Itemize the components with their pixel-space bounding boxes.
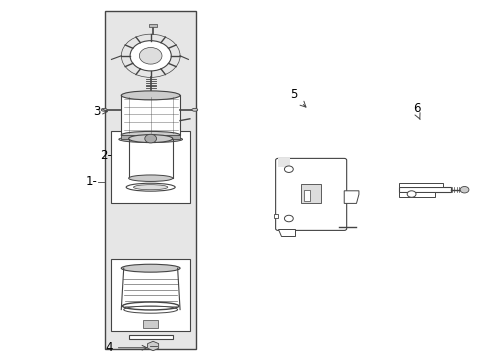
Polygon shape — [274, 214, 278, 218]
Ellipse shape — [128, 135, 172, 143]
Circle shape — [139, 48, 162, 64]
Circle shape — [407, 191, 416, 197]
Ellipse shape — [192, 108, 197, 111]
Bar — [304, 190, 310, 201]
Bar — [399, 183, 443, 187]
Ellipse shape — [121, 131, 180, 139]
Circle shape — [460, 186, 469, 193]
Bar — [143, 320, 158, 328]
Bar — [149, 24, 157, 27]
Ellipse shape — [121, 264, 180, 272]
Circle shape — [130, 41, 171, 71]
Circle shape — [284, 215, 293, 222]
Ellipse shape — [119, 136, 182, 143]
FancyBboxPatch shape — [275, 158, 347, 230]
Text: 4: 4 — [105, 341, 147, 354]
Text: 6: 6 — [413, 102, 420, 115]
Bar — [122, 135, 180, 139]
Text: 1-: 1- — [86, 175, 98, 188]
Polygon shape — [278, 229, 295, 236]
Bar — [111, 259, 190, 331]
Bar — [111, 131, 190, 203]
Text: 3: 3 — [93, 105, 107, 118]
Ellipse shape — [126, 183, 175, 191]
Ellipse shape — [121, 91, 180, 100]
Ellipse shape — [128, 175, 172, 181]
Bar — [399, 187, 451, 192]
Text: 2-: 2- — [100, 149, 112, 162]
Bar — [105, 11, 196, 349]
Polygon shape — [344, 191, 359, 203]
Bar — [301, 184, 321, 203]
Ellipse shape — [123, 306, 177, 313]
Polygon shape — [147, 341, 159, 351]
Text: 5: 5 — [290, 88, 298, 101]
Bar — [278, 158, 290, 167]
Bar — [122, 95, 180, 135]
Circle shape — [145, 134, 156, 143]
Bar — [128, 335, 173, 339]
Ellipse shape — [101, 108, 107, 111]
Bar — [399, 192, 435, 197]
Circle shape — [284, 166, 293, 172]
Ellipse shape — [133, 185, 168, 190]
